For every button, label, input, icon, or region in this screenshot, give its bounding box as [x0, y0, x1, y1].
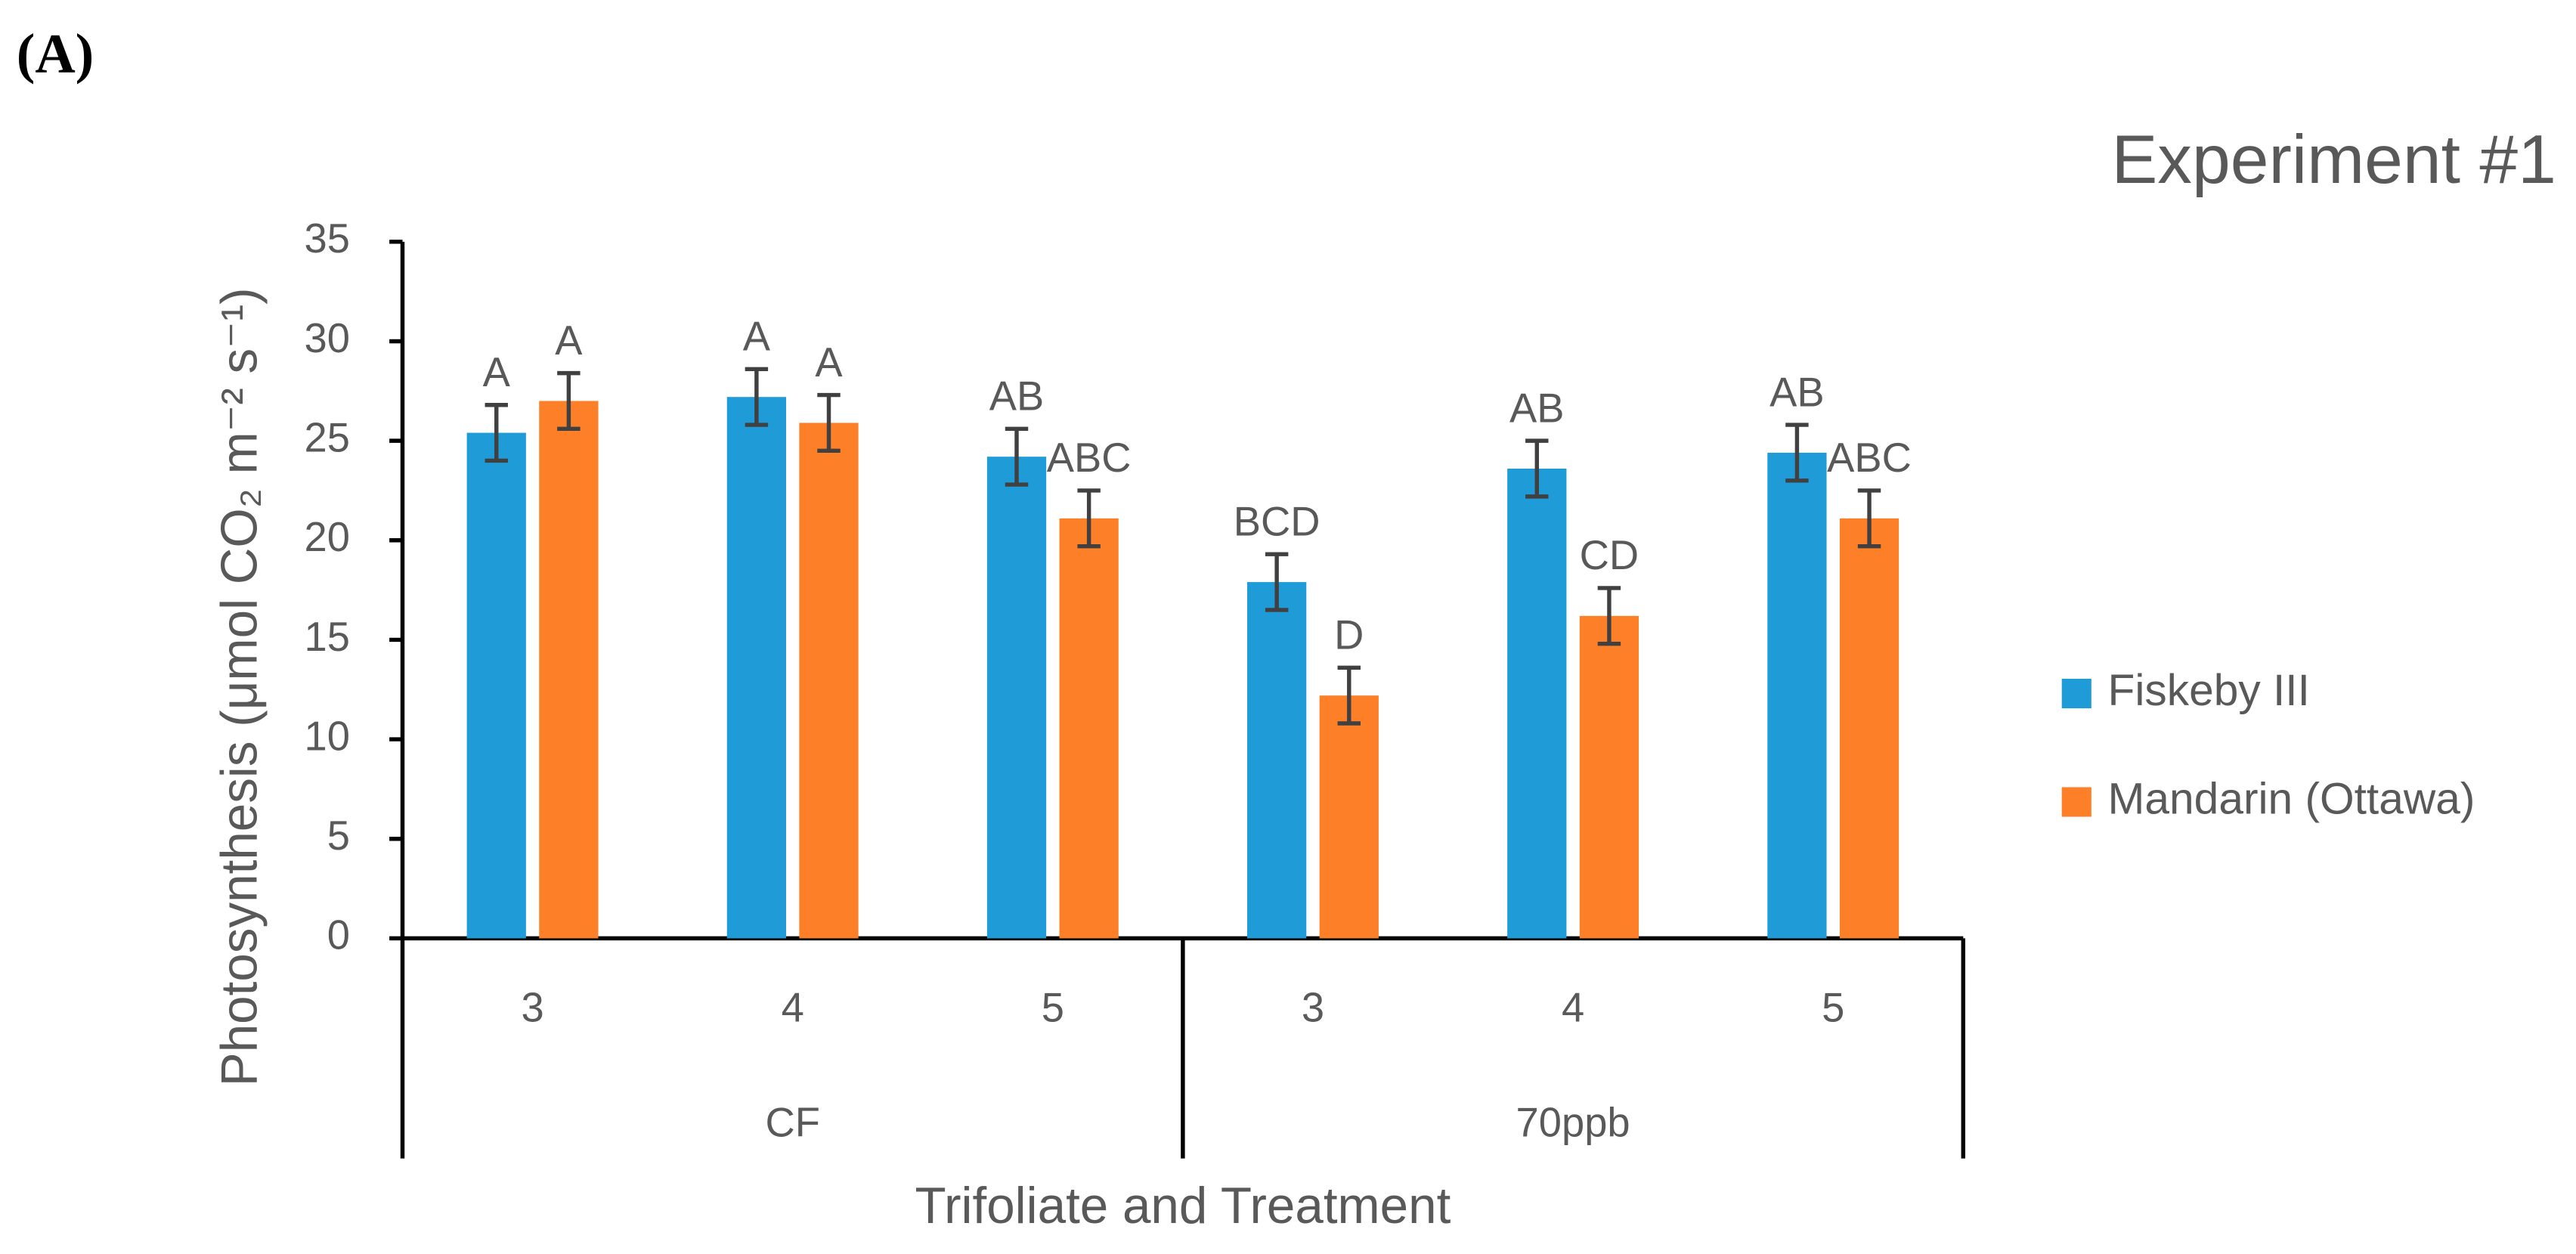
significance-label: BCD	[1234, 498, 1321, 544]
bar	[1507, 468, 1567, 939]
x-tick-label: 3	[1302, 984, 1324, 1030]
group-label: CF	[765, 1100, 819, 1146]
significance-label: ABC	[1827, 435, 1912, 481]
chart-title: Experiment #1	[2111, 121, 2556, 198]
y-tick-label: 10	[305, 713, 350, 759]
significance-label: AB	[989, 373, 1044, 420]
bar	[1579, 615, 1639, 939]
bar	[1247, 582, 1307, 939]
x-tick-label: 4	[782, 984, 804, 1030]
significance-label: A	[483, 349, 511, 395]
legend-swatch	[2061, 787, 2091, 817]
x-tick-label: 5	[1042, 984, 1064, 1030]
y-tick-label: 20	[305, 514, 350, 560]
bar	[799, 423, 859, 939]
bar	[1839, 518, 1899, 939]
bar	[539, 401, 599, 939]
significance-label: AB	[1769, 369, 1824, 415]
significance-label: CD	[1580, 532, 1639, 578]
legend-swatch	[2061, 678, 2091, 709]
y-tick-label: 30	[305, 315, 350, 361]
y-tick-label: 25	[305, 414, 350, 460]
bar	[1767, 452, 1827, 939]
significance-label: A	[743, 314, 771, 360]
x-axis-title: Trifoliate and Treatment	[915, 1178, 1451, 1234]
significance-label: A	[815, 339, 843, 385]
bar	[1319, 695, 1379, 939]
y-tick-label: 35	[305, 215, 350, 262]
y-tick-label: 15	[305, 614, 350, 660]
y-tick-label: 5	[327, 813, 350, 859]
bar	[466, 432, 526, 939]
significance-label: AB	[1509, 385, 1564, 431]
legend-label: Fiskeby III	[2108, 666, 2310, 715]
y-tick-label: 0	[327, 912, 350, 958]
legend-label: Mandarin (Ottawa)	[2108, 774, 2475, 823]
significance-label: D	[1334, 612, 1364, 658]
significance-label: A	[555, 317, 583, 364]
bar	[1059, 518, 1119, 939]
panel-label: (A)	[17, 23, 94, 85]
significance-label: ABC	[1047, 435, 1132, 481]
group-label: 70ppb	[1516, 1100, 1630, 1146]
bar	[726, 397, 787, 939]
x-tick-label: 4	[1562, 984, 1584, 1030]
x-tick-label: 3	[521, 984, 543, 1030]
x-tick-label: 5	[1822, 984, 1844, 1030]
y-axis-title: Photosynthesis (μmol CO₂ m⁻² s⁻¹)	[211, 287, 268, 1086]
bar	[986, 457, 1047, 939]
